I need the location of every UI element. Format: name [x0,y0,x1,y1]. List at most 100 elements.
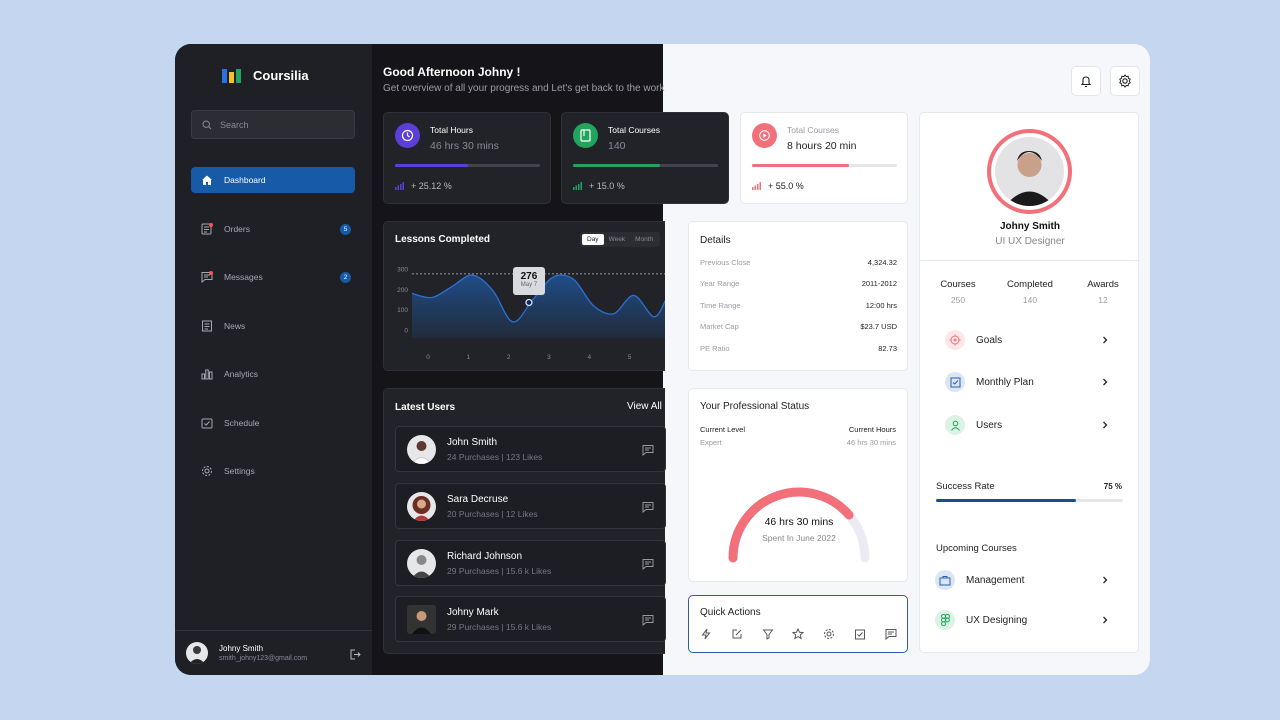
checkbox-icon [945,372,965,392]
range-toggle: Day Week Month [580,232,661,247]
news-icon [200,320,213,333]
details-row: PE Ratio 82.73 [700,344,897,353]
sidebar-item-schedule[interactable]: Schedule [191,410,355,436]
messages-icon [200,270,213,284]
details-key: Year Range [700,279,740,288]
trend-bars-icon [752,182,761,190]
stat-card-total-courses-time[interactable]: Total Courses 8 hours 20 min + 55.0 % [740,112,908,204]
chart-title: Lessons Completed [395,234,491,245]
chart-tooltip: 276 May 7 [512,266,545,295]
tab-month[interactable]: Month [635,236,654,243]
menu-item-monthly-plan[interactable]: Monthly Plan [945,370,1112,394]
sidebar-item-messages[interactable]: Messages 2 [191,264,355,290]
checkbox-icon[interactable] [854,628,866,640]
y-tick-label: 300 [397,267,408,274]
filter-icon[interactable] [762,628,774,640]
user-name: Johny Smith [219,644,264,653]
trend-bars-icon [395,182,404,190]
tab-day[interactable]: Day [582,234,604,245]
chat-icon[interactable] [642,443,654,461]
sidebar-item-analytics[interactable]: Analytics [191,361,355,387]
bolt-icon[interactable] [700,628,712,640]
success-rate-label: Success Rate [936,481,995,492]
user-email: smith_johny123@gmail.com [219,655,308,662]
sidebar: Coursilia Dashboard Orders 5 Messages 2 [175,44,372,675]
star-icon[interactable] [792,628,805,640]
stat-value: 46 hrs 30 mins [430,140,499,152]
chevron-right-icon[interactable] [1098,573,1112,587]
current-hours-value: 46 hrs 30 mins [846,438,896,447]
upcoming-course-ux-designing[interactable]: UX Designing [935,608,1112,632]
menu-item-label: Monthly Plan [976,376,1034,388]
app-logo[interactable]: Coursilia [222,68,309,83]
sidebar-item-label: Messages [224,272,263,282]
sidebar-item-label: Schedule [224,418,260,428]
series-area [412,275,665,338]
app-name: Coursilia [253,68,309,83]
chat-icon[interactable] [642,557,654,575]
play-icon [752,123,777,148]
chevron-right-icon[interactable] [1098,613,1112,627]
status-title: Your Professional Status [700,401,810,412]
home-icon [200,174,213,187]
upcoming-courses-title: Upcoming Courses [936,543,1017,554]
settings-icon[interactable] [823,628,835,640]
list-item[interactable]: John Smith 24 Purchases | 123 Likes [395,426,666,472]
chevron-right-icon[interactable] [1098,418,1112,432]
list-item[interactable]: Johny Mark 29 Purchases | 15.6 k Likes [395,596,666,642]
x-tick-label: 2 [507,354,511,361]
chevron-right-icon[interactable] [1098,333,1112,347]
user-row-meta: 24 Purchases | 123 Likes [447,452,543,462]
details-value: $23.7 USD [860,322,897,331]
menu-item-users[interactable]: Users [945,413,1112,437]
list-item[interactable]: Sara Decruse 20 Purchases | 12 Likes [395,483,666,529]
chat-icon[interactable] [642,613,654,631]
details-value: 4,324.32 [867,258,897,267]
sidebar-item-news[interactable]: News [191,313,355,339]
clock-icon [395,123,420,148]
status-gauge [728,487,870,563]
chat-icon[interactable] [885,628,897,640]
sidebar-item-label: Settings [224,466,255,476]
stat-progress [573,164,718,167]
stat-label: Awards [1087,279,1119,290]
chat-icon[interactable] [642,500,654,518]
highlight-point [525,298,533,307]
schedule-icon [200,417,213,430]
stat-title: Total Courses [608,125,660,135]
edit-icon[interactable] [731,628,743,640]
gauge-value: 46 hrs 30 mins [764,516,834,528]
logout-icon[interactable] [350,647,361,665]
sidebar-item-settings[interactable]: Settings [191,458,355,484]
stat-number: 140 [1022,295,1038,305]
profile-avatar[interactable] [987,129,1072,214]
list-item[interactable]: Richard Johnson 29 Purchases | 15.6 k Li… [395,540,666,586]
stat-title: Total Courses [787,125,839,135]
search-box[interactable] [191,110,355,139]
tab-week[interactable]: Week [608,236,626,243]
stat-trend: + 55.0 % [752,181,804,191]
stat-trend-value: + 15.0 % [589,181,625,191]
details-row: Previous Close 4,324.32 [700,258,897,267]
stat-card-total-courses[interactable]: Total Courses 140 + 15.0 % [561,112,729,204]
tooltip-date: May 7 [520,281,538,288]
details-row: Market Cap $23.7 USD [700,322,897,331]
chevron-right-icon[interactable] [1098,375,1112,389]
stat-progress-fill [573,164,660,167]
sidebar-item-dashboard[interactable]: Dashboard [191,167,355,193]
quick-actions-title: Quick Actions [700,607,761,618]
notifications-button[interactable] [1071,66,1101,96]
stat-card-total-hours[interactable]: Total Hours 46 hrs 30 mins + 25.12 % [383,112,551,204]
avatar[interactable] [186,642,208,664]
sidebar-item-orders[interactable]: Orders 5 [191,216,355,242]
avatar [995,137,1064,206]
success-rate-fill [936,499,1077,502]
view-all-link[interactable]: View All [627,401,662,412]
search-input[interactable] [220,119,350,130]
bell-icon [1080,75,1092,87]
settings-button[interactable] [1110,66,1140,96]
sidebar-item-label: Analytics [224,369,259,379]
menu-item-goals[interactable]: Goals [945,328,1112,352]
upcoming-course-management[interactable]: Management [935,568,1112,592]
user-row-name: Johny Mark [447,607,499,618]
